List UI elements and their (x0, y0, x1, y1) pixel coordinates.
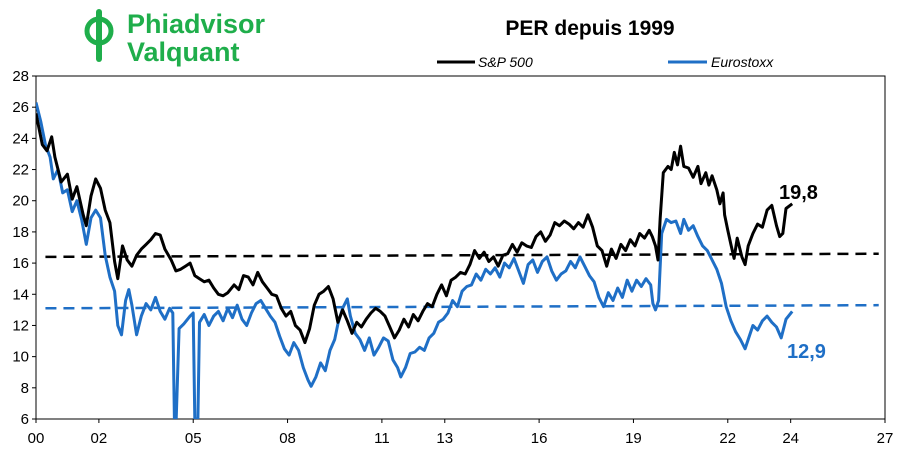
y-tick-label: 20 (12, 193, 29, 210)
y-tick-label: 28 (12, 68, 29, 85)
reference-line (45, 303, 879, 310)
brand-line2: Valquant (127, 37, 240, 67)
end-label-eurostoxx: 12,9 (787, 341, 826, 363)
x-tick-label: 13 (436, 430, 453, 447)
y-tick-label: 24 (12, 130, 29, 147)
y-tick-label: 14 (12, 286, 29, 303)
x-tick-label: 24 (782, 430, 799, 447)
series-lines (36, 102, 794, 419)
end-label-sp500: 19,8 (779, 182, 818, 204)
y-tick-label: 8 (21, 380, 29, 397)
x-tick-label: 11 (374, 430, 390, 447)
series-line-sp500 (36, 113, 794, 345)
x-tick-label: 05 (185, 430, 202, 447)
x-tick-label: 19 (625, 430, 642, 447)
x-tick-label: 16 (531, 430, 548, 447)
x-tick-label: 00 (28, 430, 45, 447)
brand-line1: Phiadvisor (127, 9, 266, 39)
y-tick-label: 26 (12, 99, 29, 116)
y-tick-label: 16 (12, 255, 29, 272)
x-tick-label: 22 (719, 430, 736, 447)
y-tick-label: 10 (12, 349, 29, 366)
legend: S&P 500 Eurostoxx (437, 54, 774, 70)
chart-title: PER depuis 1999 (505, 17, 674, 40)
phi-logo-icon (84, 9, 114, 62)
x-tick-label: 02 (91, 430, 108, 447)
x-tick-label: 27 (877, 430, 894, 447)
y-tick-label: 18 (12, 224, 29, 241)
y-tick-label: 22 (12, 162, 29, 179)
x-axis: 00 02 05 08 11 13 16 19 22 24 27 (28, 419, 894, 447)
x-tick-label: 08 (279, 430, 296, 447)
legend-label-eurostoxx: Eurostoxx (711, 54, 774, 70)
y-tick-label: 6 (21, 411, 29, 428)
series-line-eurostoxx (36, 102, 794, 419)
brand-logo: Phiadvisor Valquant (84, 9, 266, 67)
plot-area (35, 75, 886, 420)
legend-label-sp500: S&P 500 (478, 54, 533, 70)
y-axis: 6 8 10 12 14 16 18 20 22 24 26 28 (12, 68, 36, 428)
y-tick-label: 12 (12, 317, 29, 334)
